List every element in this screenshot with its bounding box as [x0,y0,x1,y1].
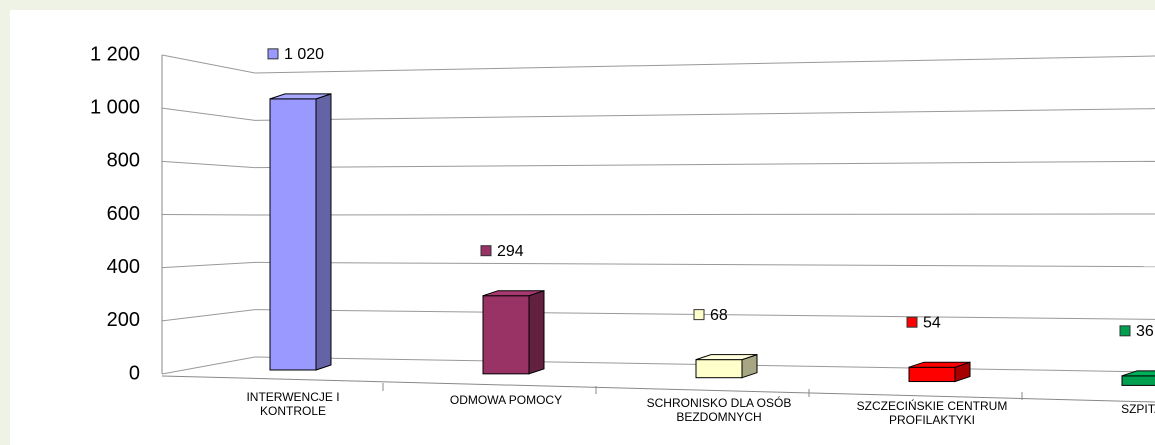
y-tick-label: 200 [107,309,140,331]
x-tick-label: SZPITAL [1121,402,1155,416]
bar-front [908,366,956,383]
legend-key [480,245,492,257]
bar-side [315,93,332,371]
grid-line [254,213,1155,216]
x-tick-label: SZCZECIŃSKIE CENTRUM PROFILAKTYKI [856,399,1008,427]
y-tick-label: 800 [107,150,140,172]
value-label: 68 [710,307,728,324]
grid-line [254,55,1155,74]
grid-line [161,309,256,322]
y-tick-label: 1 200 [90,43,140,65]
y-tick-label: 600 [107,203,140,225]
legend-key [267,48,279,60]
x-tick-label: ODMOWA POMOCY [449,393,563,407]
x-tick-label: INTERWENCJE I KONTROLE [246,390,340,418]
grid-line [161,160,256,169]
grid-line [254,160,1155,169]
floor-edge [161,375,1155,403]
bar-top [1121,370,1155,377]
grid-line [161,214,256,216]
bar-top [695,354,758,361]
grid-line [254,261,1155,268]
bar-front [695,359,743,379]
plot-background [10,10,1155,445]
bar-side [528,290,545,375]
legend-key [906,316,918,328]
bar-front [482,295,530,375]
value-label: 1 020 [284,46,324,63]
value-label: 54 [923,314,941,331]
grid-line [254,108,1155,121]
grid-line [161,356,256,375]
y-tick-label: 1 000 [90,96,140,118]
bar-top [269,93,332,100]
bar-front [269,98,317,371]
bar-top [482,290,545,297]
value-label: 36 [1136,323,1154,340]
grid-line [161,54,256,74]
grid-line [161,107,256,121]
y-tick-label: 0 [129,362,140,384]
grid-line [254,309,1155,320]
legend-key [1119,325,1131,337]
value-label: 294 [497,243,524,260]
bar-top [908,361,971,368]
grid-line [161,261,256,269]
bar-front [1121,375,1155,386]
x-tick-label: SCHRONISKO DLA OSÓB BEZDOMNYCH [646,396,792,424]
legend-key [693,309,705,321]
y-tick-label: 400 [107,256,140,278]
